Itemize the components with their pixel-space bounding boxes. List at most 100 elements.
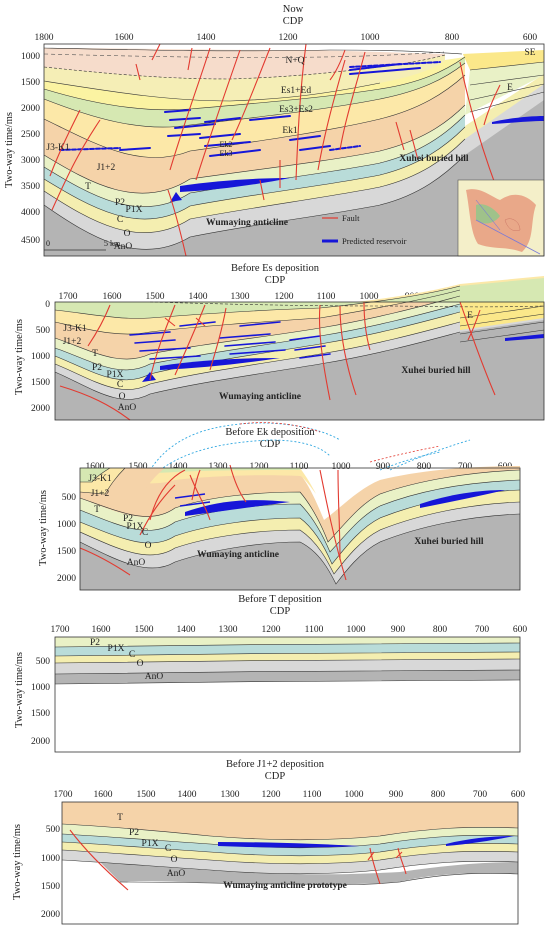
label-t: T [85, 182, 91, 192]
label-t: T [92, 349, 98, 359]
label-o: O [124, 229, 131, 239]
y-tick: 1000 [21, 52, 40, 62]
label-c: C [142, 528, 148, 538]
label-t: T [94, 505, 100, 515]
label-p1x: P1X [107, 370, 124, 380]
faults [59, 301, 496, 421]
reservoir-lens [492, 116, 544, 124]
layer-p2 [44, 104, 465, 207]
x-tick: 1500 [135, 625, 154, 635]
y-tick: 4000 [21, 208, 40, 218]
label-ano: AnO [167, 869, 186, 879]
faults [69, 829, 407, 891]
x-tick: 800 [417, 462, 432, 472]
label-p2: P2 [90, 638, 100, 648]
label-ek1: Ek1 [282, 126, 298, 136]
layer-p1x [55, 643, 520, 656]
label-t: T [117, 813, 123, 823]
label-c: C [117, 380, 123, 390]
label-e: E [467, 311, 473, 321]
y-tick: 1000 [31, 352, 50, 362]
y-tick: 0 [45, 300, 50, 310]
layer-t [44, 74, 465, 194]
x-tick: 600 [513, 625, 528, 635]
label-ano: AnO [145, 672, 164, 682]
label-j12: J1+2 [91, 489, 110, 499]
reservoir-lens [420, 490, 505, 508]
label-p2: P2 [92, 363, 102, 373]
x-tick: 1300 [219, 625, 238, 635]
y-axis-label: Two-way time/ms [14, 319, 25, 395]
cdp-label: CDP [265, 275, 286, 286]
layer-o [62, 850, 518, 874]
x-tick: 1600 [115, 33, 134, 43]
y-tick: 2000 [57, 574, 76, 584]
erosion-dashed-line [43, 51, 445, 58]
x-tick: 1600 [86, 462, 105, 472]
label-c: C [129, 650, 135, 660]
y-tick: 1500 [31, 378, 50, 388]
predicted-reservoirs [129, 321, 331, 360]
label-j12: J1+2 [63, 337, 82, 347]
x-tick: 1600 [103, 292, 122, 302]
y-tick: 3000 [21, 156, 40, 166]
panel-now: Now CDP 1800 1600 1400 1200 1000 800 600… [4, 4, 545, 257]
x-tick: 1200 [262, 625, 281, 635]
label-jk: J3-K1 [46, 143, 69, 153]
label-p1x: P1X [108, 644, 125, 654]
x-tick: 1200 [262, 790, 281, 800]
x-tick: 1700 [51, 625, 70, 635]
layer-p2 [55, 637, 520, 647]
panel-frame [54, 636, 521, 753]
label-p1x: P1X [142, 839, 159, 849]
label-wumaying-anticline: Wumaying anticline [206, 218, 288, 228]
y-tick: 500 [62, 493, 77, 503]
label-p2: P2 [123, 514, 133, 524]
x-tick: 900 [391, 625, 406, 635]
x-tick: 1400 [178, 790, 197, 800]
label-nq: N+Q [285, 56, 304, 66]
layer-c [44, 74, 544, 233]
legend-fault: Fault [342, 213, 360, 223]
layer-p1x [44, 114, 465, 220]
y-axis-label: Two-way time/ms [38, 490, 49, 566]
panel-before-t: Before T deposition CDP 1700 1600 1500 1… [14, 594, 528, 753]
layer-c [80, 490, 520, 574]
layer-p2 [62, 824, 518, 848]
scale-label-zero: 0 [46, 239, 50, 248]
y-tick: 500 [46, 825, 61, 835]
label-xuhei-buried-hill: Xuhei buried hill [399, 154, 469, 164]
reservoir-lens [218, 842, 360, 848]
layer-j12 [44, 62, 465, 158]
x-tick: 600 [523, 33, 538, 43]
panel-frame [54, 301, 545, 421]
cdp-label: CDP [283, 16, 304, 27]
legend-reservoir: Predicted reservoir [342, 236, 407, 246]
x-tick: 1400 [189, 292, 208, 302]
reservoir-lens [446, 836, 514, 846]
label-wumaying-anticline: Wumaying anticline [219, 392, 301, 402]
y-tick: 1500 [21, 78, 40, 88]
y-tick-labels: 0 500 1000 1500 2000 [31, 300, 50, 414]
y-axis-label: Two-way time/ms [12, 824, 23, 900]
panel-title: Before Ek deposition [225, 427, 315, 438]
x-tick: 1100 [305, 625, 324, 635]
y-tick-labels: 1000 1500 2000 2500 3000 3500 4000 4500 [21, 52, 40, 246]
label-anticline-prototype: Wumaying anticline prototype [223, 881, 347, 891]
strata [44, 44, 544, 256]
label-jk: J3-K1 [63, 324, 86, 334]
layer-e-right [465, 62, 544, 115]
scale-bar: 0 5 km [44, 239, 121, 251]
scale-label: 5 km [104, 239, 121, 248]
x-tick: 1400 [177, 625, 196, 635]
y-tick: 2000 [21, 104, 40, 114]
x-tick: 1000 [345, 790, 364, 800]
horizons [61, 823, 519, 886]
x-tick: 1200 [250, 462, 269, 472]
layer-ek [44, 57, 465, 110]
x-tick: 1400 [197, 33, 216, 43]
x-tick: 800 [445, 33, 460, 43]
x-tick: 1000 [361, 33, 380, 43]
layer-e-top [462, 48, 544, 70]
